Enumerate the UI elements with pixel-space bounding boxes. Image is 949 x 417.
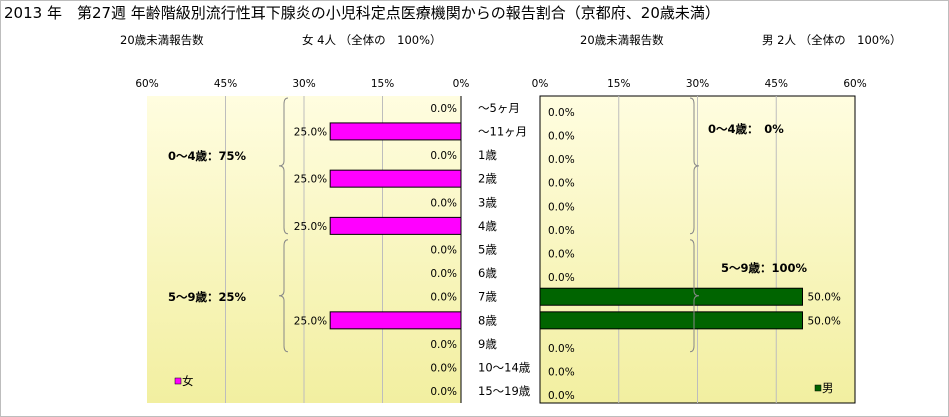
male-x-tick-label: 45% [765,78,788,90]
female-bracket-0-4 [278,97,289,235]
male-data-label: 0.0% [548,249,575,261]
male-group-label-5-9: 5～9歳：100% [721,261,808,275]
male-data-label: 0.0% [548,154,575,166]
male-data-label: 0.0% [548,225,575,237]
male-count: 男 2人 （全体の 100%） [762,33,902,47]
female-data-label: 0.0% [430,197,457,209]
age-category-label: 7歳 [478,290,497,304]
female-x-tick-label: 45% [214,78,237,90]
female-data-label: 25.0% [294,315,327,327]
male-bracket-5-9 [689,239,700,353]
age-category-label: 10～14歳 [478,361,531,375]
male-data-label: 50.0% [808,292,841,304]
male-data-label: 0.0% [548,201,575,213]
left-header-label: 20歳未満報告数 [120,33,204,47]
chart-title: 2013 年 第27週 年齢階級別流行性耳下腺炎の小児科定点医療機関からの報告割… [4,4,720,22]
male-bar [539,311,803,330]
female-data-label: 0.0% [430,268,457,280]
age-category-label: 15～19歳 [478,384,531,398]
female-x-tick-label: 0% [453,78,470,90]
male-data-label: 0.0% [548,272,575,284]
female-data-label: 0.0% [430,292,457,304]
right-header-label: 20歳未満報告数 [580,33,664,47]
female-data-label: 25.0% [294,174,327,186]
female-bracket-5-9 [278,239,289,353]
female-count: 女 4人 （全体の 100%） [302,33,442,47]
male-data-label: 50.0% [808,315,841,327]
age-category-label: 1歳 [478,148,497,162]
female-data-label: 0.0% [430,150,457,162]
male-x-tick-label: 15% [607,78,630,90]
female-legend-label: 女 [182,374,194,388]
age-category-label: 2歳 [478,172,497,186]
female-group-label-0-4: 0～4歳：75% [168,149,247,163]
female-data-label: 0.0% [430,386,457,398]
female-x-tick-label: 30% [292,78,315,90]
age-category-label: ～5ヶ月 [478,101,520,115]
male-group-label-0-4: 0～4歳： 0% [708,122,784,136]
female-data-label: 0.0% [430,245,457,257]
female-data-label: 0.0% [430,339,457,351]
male-bar [539,287,803,306]
male-legend-swatch [814,384,822,392]
age-category-label: 8歳 [478,313,497,327]
male-x-tick-label: 0% [532,78,549,90]
female-x-tick-label: 60% [135,78,158,90]
male-data-label: 0.0% [548,178,575,190]
female-data-label: 25.0% [294,221,327,233]
age-category-label: 9歳 [478,337,497,351]
male-data-label: 0.0% [548,130,575,142]
age-category-label: ～11ヶ月 [478,124,527,138]
age-category-label: 6歳 [478,266,497,280]
female-bar [329,216,462,235]
male-data-label: 0.0% [548,390,575,402]
age-category-label: 3歳 [478,195,497,209]
female-legend-swatch [174,377,182,385]
male-legend-label: 男 [822,381,834,395]
female-bar [329,122,462,141]
female-data-label: 25.0% [294,126,327,138]
age-category-label: 4歳 [478,219,497,233]
female-bar [329,311,462,330]
male-bracket-0-4 [689,97,700,235]
age-category-label: 5歳 [478,243,497,257]
female-data-label: 0.0% [430,363,457,375]
female-group-label-5-9: 5～9歳：25% [168,290,247,304]
female-data-label: 0.0% [430,103,457,115]
female-x-tick-label: 15% [371,78,394,90]
female-bar [329,169,462,188]
male-data-label: 0.0% [548,107,575,119]
male-x-tick-label: 60% [843,78,866,90]
male-x-tick-label: 30% [686,78,709,90]
male-data-label: 0.0% [548,343,575,355]
male-data-label: 0.0% [548,367,575,379]
